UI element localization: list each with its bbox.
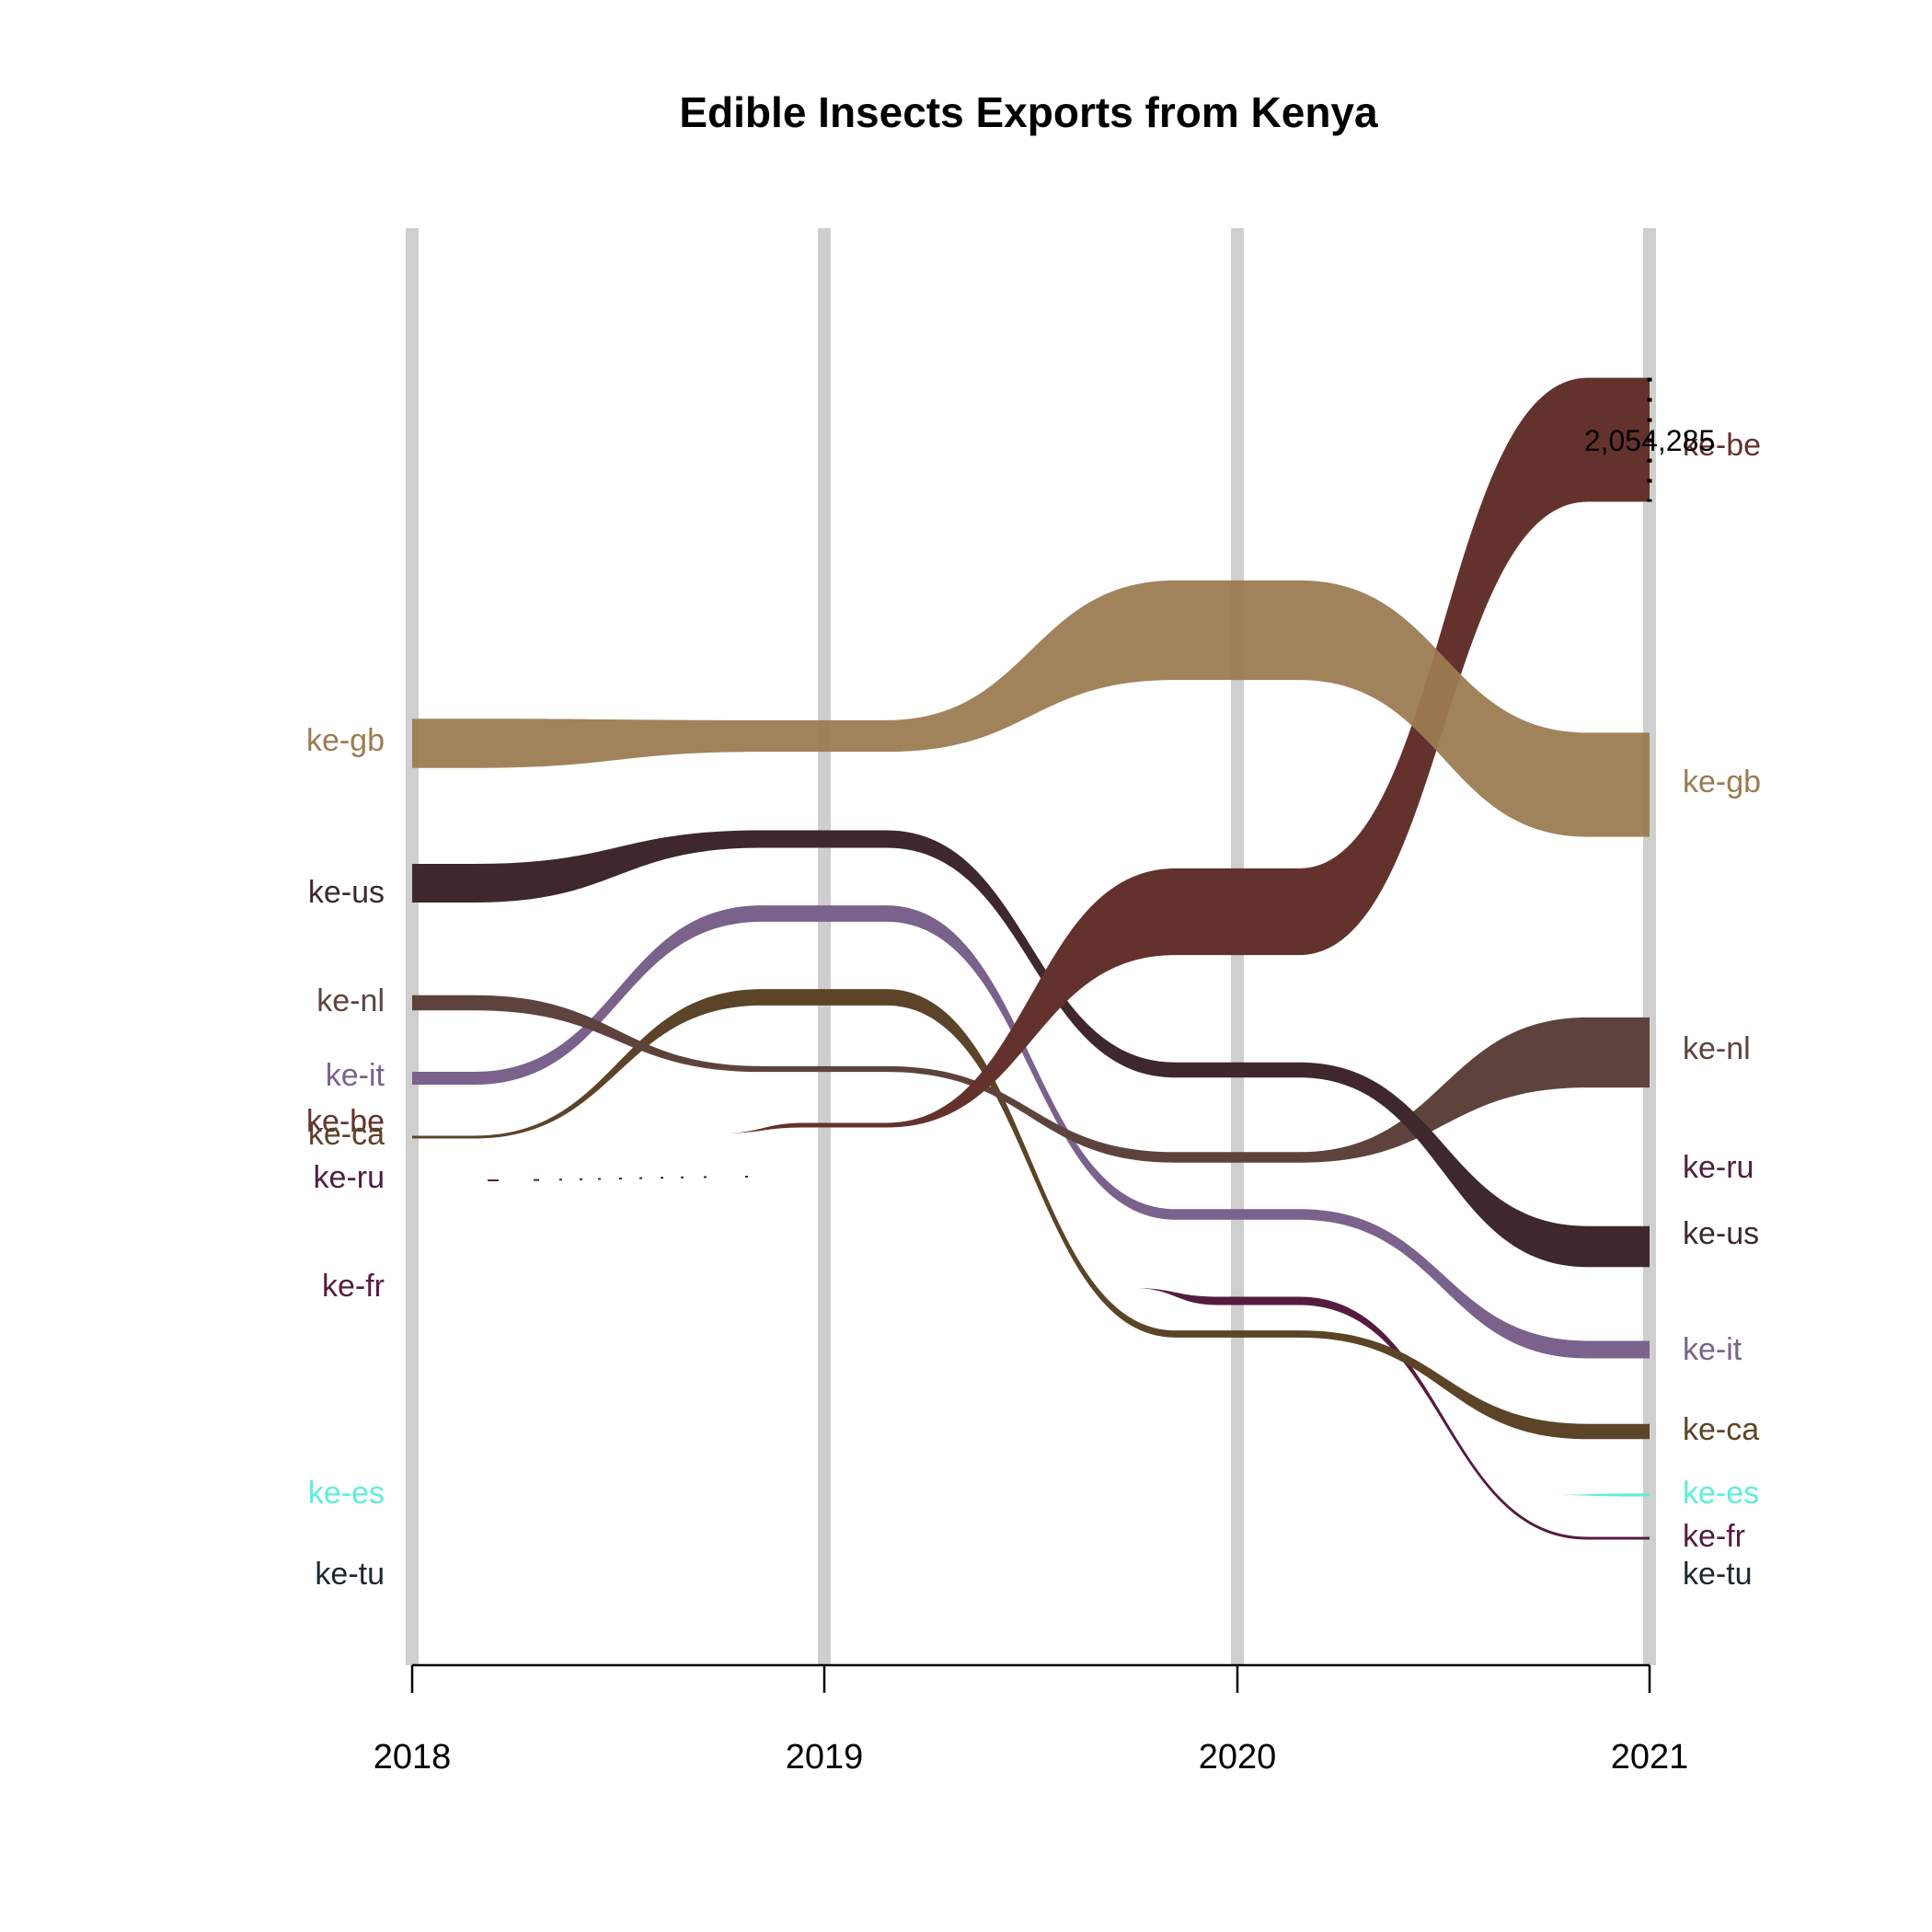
- left-label-ke-it: ke-it: [326, 1058, 385, 1093]
- flow-band-ke-gb: [412, 580, 1650, 837]
- year-bar-2018: [406, 228, 419, 1665]
- x-tick-label-2021: 2021: [1611, 1738, 1689, 1777]
- ke-ru-trace-dot: [704, 1176, 707, 1179]
- chart-title: Edible Insects Exports from Kenya: [679, 88, 1378, 136]
- flow-band-ke-es: [1525, 1493, 1650, 1497]
- ke-ru-trace-dot: [639, 1177, 642, 1179]
- right-label-ke-nl: ke-nl: [1683, 1031, 1751, 1066]
- year-bar-2021: [1643, 228, 1656, 1665]
- ke-ru-trace-dot: [580, 1178, 582, 1180]
- left-label-ke-us: ke-us: [308, 875, 385, 910]
- ke-ru-trace-dot: [534, 1179, 539, 1181]
- flow-band-ke-fr: [1113, 1288, 1650, 1540]
- flow-band-ke-us: [412, 830, 1650, 1268]
- flow-band-ke-be: [700, 377, 1650, 1134]
- ke-ru-trace-dot: [488, 1179, 499, 1181]
- right-label-ke-ru: ke-ru: [1683, 1150, 1754, 1185]
- x-tick-label-2019: 2019: [786, 1738, 864, 1777]
- ke-ru-trace-dot: [619, 1178, 622, 1179]
- x-tick-label-2018: 2018: [374, 1738, 452, 1777]
- right-series-labels: ke-gb ke-us ke-nl ke-it ke-be ke-ca ke-ru ke-fr…: [1683, 428, 1761, 1592]
- right-label-ke-it: ke-it: [1683, 1332, 1742, 1367]
- left-label-ke-gb: ke-gb: [306, 723, 385, 758]
- right-label-ke-ca: ke-ca: [1683, 1412, 1759, 1447]
- x-axis: 2018 2019 2020 2021: [374, 1663, 1689, 1777]
- year-bar-2019: [818, 228, 831, 1665]
- left-label-ke-ru: ke-ru: [314, 1160, 385, 1195]
- flow-band-ke-ca: [412, 989, 1650, 1440]
- right-label-ke-gb: ke-gb: [1683, 765, 1761, 799]
- left-label-ke-nl: ke-nl: [316, 983, 385, 1018]
- right-label-ke-es: ke-es: [1683, 1476, 1759, 1511]
- right-label-ke-be: ke-be: [1683, 428, 1761, 463]
- flow-bands: [412, 377, 1650, 1540]
- ke-ru-trace-dot: [745, 1176, 748, 1178]
- annotations: 2,054,285: [1584, 377, 1715, 502]
- ke-ru-trace-dot: [661, 1177, 663, 1179]
- left-label-ke-fr: ke-fr: [322, 1269, 385, 1304]
- left-label-ke-tu: ke-tu: [315, 1557, 385, 1592]
- ke-ru-trace-dot: [681, 1176, 684, 1179]
- right-label-ke-fr: ke-fr: [1683, 1519, 1745, 1554]
- ke-ru-trace-dot: [559, 1179, 562, 1181]
- left-label-ke-es: ke-es: [308, 1476, 385, 1511]
- flow-band-ke-nl: [412, 995, 1650, 1163]
- ke-ru-trace-dot: [598, 1178, 601, 1180]
- right-label-ke-us: ke-us: [1683, 1216, 1759, 1251]
- right-label-ke-tu: ke-tu: [1683, 1557, 1753, 1592]
- left-label-ke-be: ke-be: [306, 1104, 385, 1139]
- left-label-ke-ca: ke-ca: [308, 1117, 385, 1152]
- annotation-value: 2,054,285: [1584, 424, 1715, 457]
- x-tick-label-2020: 2020: [1199, 1738, 1277, 1777]
- flow-band-ke-it: [412, 905, 1650, 1359]
- flow-trace-ke-ru: [488, 1176, 748, 1181]
